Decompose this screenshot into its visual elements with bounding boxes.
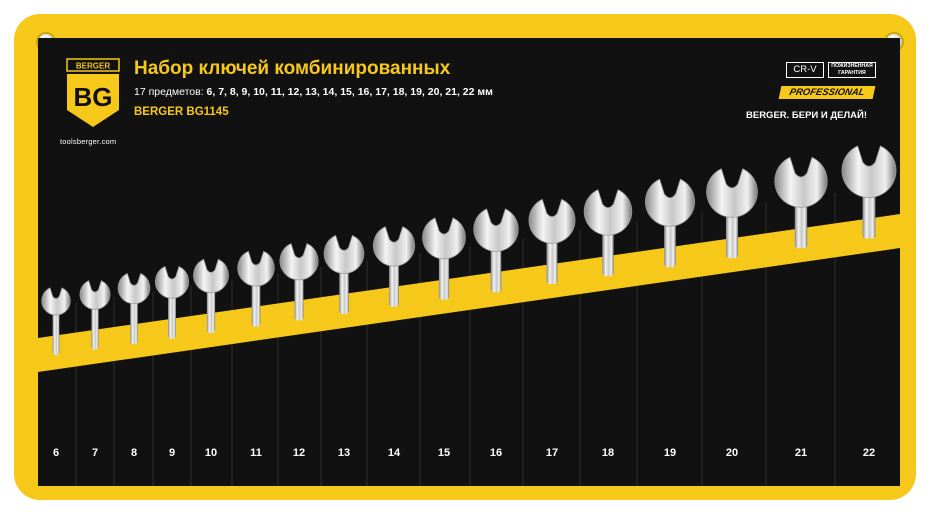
wrench-open-end-head	[79, 280, 111, 310]
wrench-open-end-head	[154, 265, 190, 299]
wrench-size-label: 7	[91, 447, 99, 459]
wrench-18	[583, 189, 633, 277]
wrench-size-label: 19	[663, 447, 677, 459]
wrench-open-end-head	[237, 250, 275, 287]
wrench-size-label: 6	[52, 447, 60, 459]
warranty-badge: ПОЖИЗНЕННАЯ ГАРАНТИЯ	[828, 62, 876, 78]
website-url: toolsberger.com	[60, 137, 117, 146]
wrench-9	[154, 265, 190, 339]
wrench-open-end-head	[193, 258, 229, 294]
subtitle-prefix: 17 предметов:	[134, 86, 207, 98]
wrench-16	[473, 208, 519, 293]
wrench-8	[117, 272, 151, 345]
wrench-11	[237, 250, 275, 327]
wrench-open-end-head	[528, 198, 576, 244]
wrench-open-end-head	[473, 208, 519, 252]
professional-badge: PROFESSIONAL	[778, 86, 876, 99]
wrench-size-label: 11	[250, 447, 262, 459]
wrench-7	[79, 280, 111, 350]
brand-slogan: BERGER. БЕРИ И ДЕЛАЙ!	[746, 110, 867, 121]
wrench-open-end-head	[644, 178, 696, 227]
logo-top-text: BERGER	[76, 62, 110, 71]
wrench-15	[422, 217, 466, 300]
wrench-size-label: 8	[130, 447, 138, 459]
wrench-open-end-head	[372, 226, 416, 267]
wrench-size-label: 22	[862, 447, 876, 459]
product-subtitle: 17 предметов: 6, 7, 8, 9, 10, 11, 12, 13…	[134, 86, 493, 98]
wrench-open-end-head	[583, 189, 633, 236]
wrench-size-label: 14	[387, 447, 401, 459]
wrench-10	[193, 258, 229, 334]
wrench-19	[644, 178, 696, 268]
wrench-22	[841, 145, 897, 239]
wrench-size-label: 12	[292, 447, 306, 459]
pocket-yellow-stripe	[38, 214, 900, 372]
warranty-line1: ПОЖИЗНЕННАЯ	[831, 63, 873, 69]
material-badge: CR-V	[786, 62, 824, 78]
wrench-size-label: 20	[725, 447, 739, 459]
wrench-open-end-head	[41, 287, 71, 316]
logo-monogram: BG	[74, 82, 113, 112]
product-title: Набор ключей комбинированных	[134, 58, 451, 79]
wrench-size-label: 15	[437, 447, 451, 459]
wrench-open-end-head	[279, 243, 319, 281]
product-model: BERGER BG1145	[134, 106, 229, 118]
wrench-open-end-head	[774, 156, 828, 208]
warranty-line2: ГАРАНТИЯ	[838, 70, 866, 76]
wrench-6	[41, 287, 71, 356]
wrench-open-end-head	[117, 272, 151, 305]
wrench-size-label: 16	[489, 447, 503, 459]
wrench-20	[706, 168, 758, 259]
wrench-open-end-head	[841, 145, 897, 198]
wrench-size-label: 9	[168, 447, 176, 459]
wrench-size-label: 18	[601, 447, 615, 459]
subtitle-sizes: 6, 7, 8, 9, 10, 11, 12, 13, 14, 15, 16, …	[206, 86, 493, 98]
berger-logo-icon: BERGER BG	[66, 58, 120, 127]
wrench-size-label: 10	[204, 447, 218, 459]
wrench-open-end-head	[323, 234, 365, 274]
wrench-13	[323, 234, 365, 314]
wrench-size-label: 17	[545, 447, 559, 459]
wrench-open-end-head	[422, 217, 466, 260]
wrench-21	[774, 156, 828, 249]
wrench-size-label: 21	[794, 447, 808, 459]
wrench-17	[528, 198, 576, 285]
wrench-14	[372, 226, 416, 307]
wrench-12	[279, 243, 319, 321]
wrench-open-end-head	[706, 168, 758, 218]
wrench-size-label: 13	[337, 447, 351, 459]
